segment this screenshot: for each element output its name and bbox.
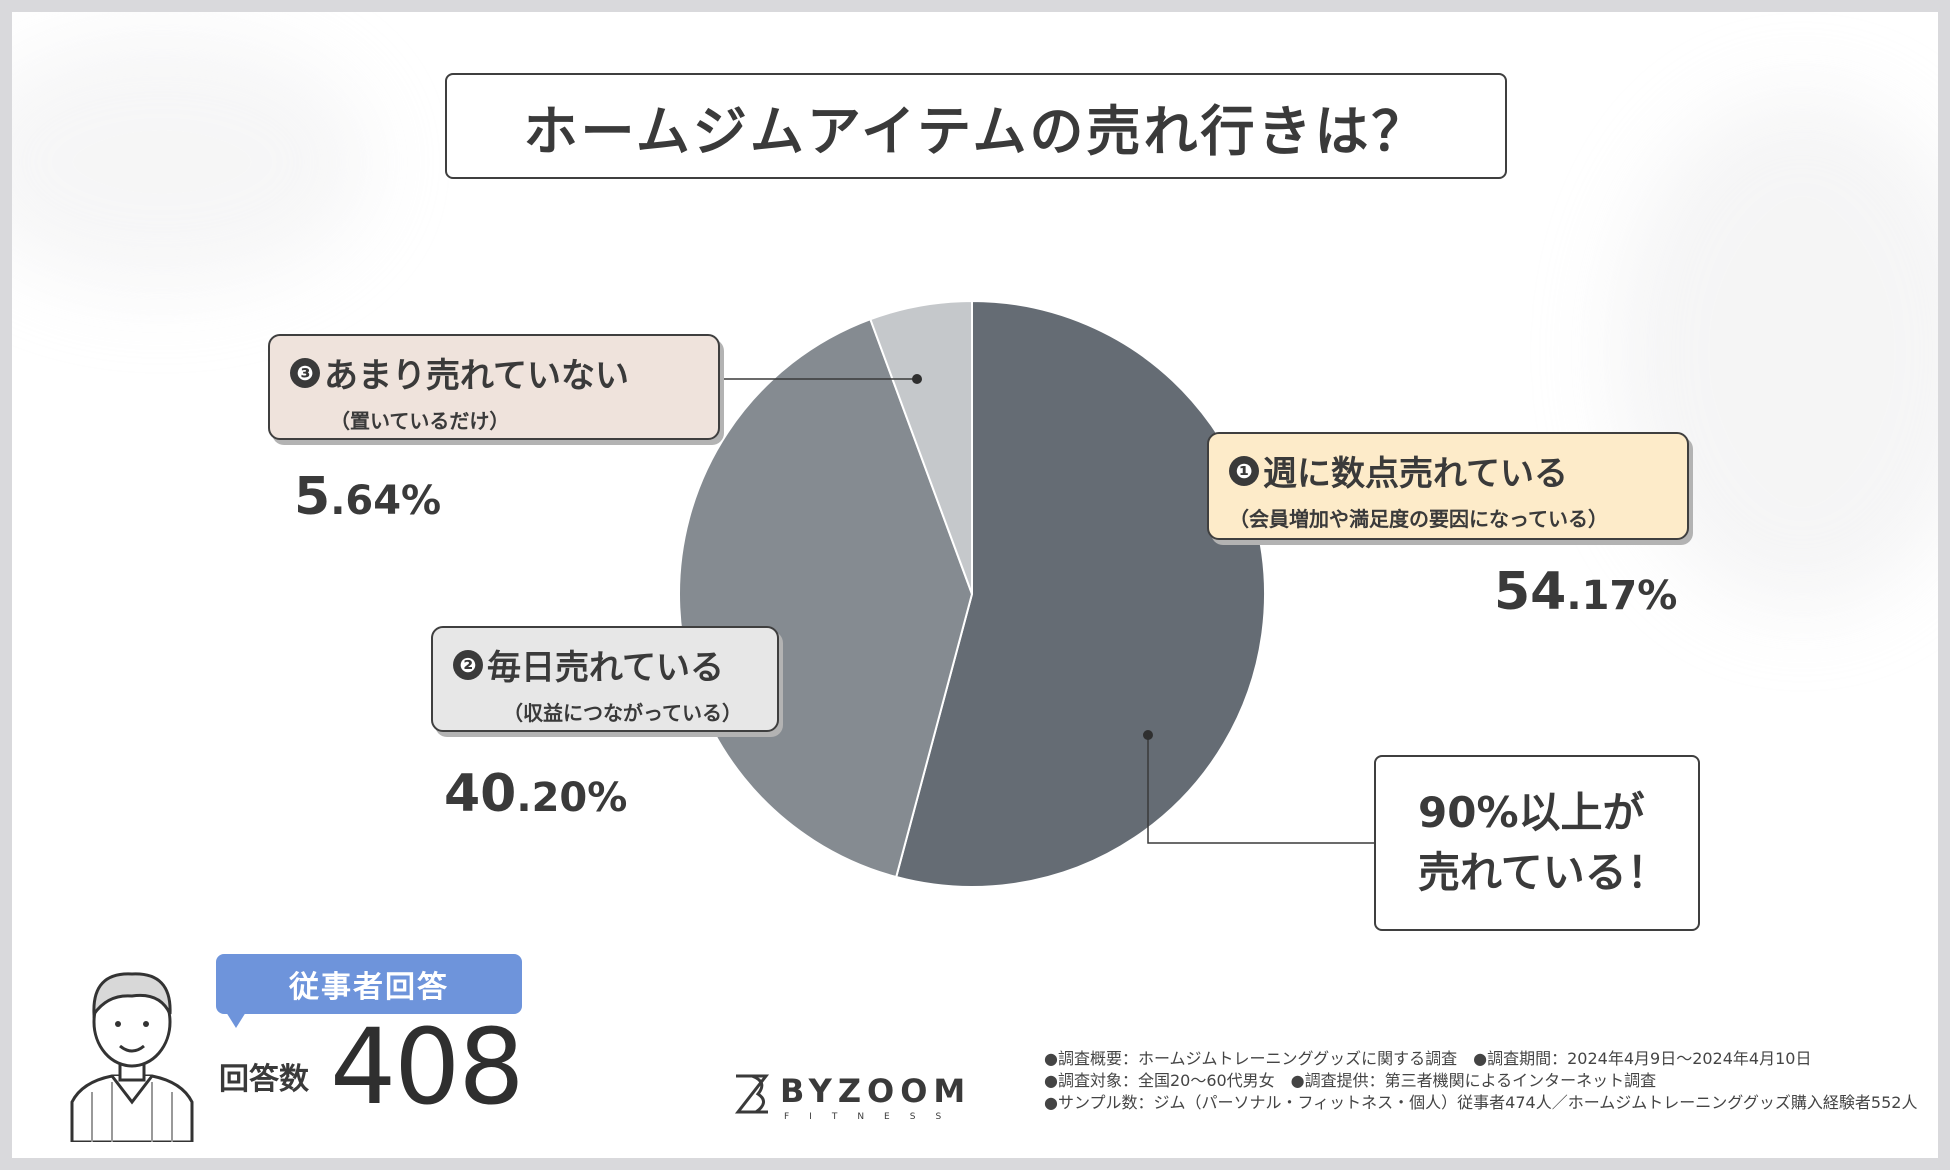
leader-dot	[912, 374, 922, 384]
slice-note: （会員増加や満足度の要因になっている）	[1229, 507, 1608, 531]
pie-slice-daily	[678, 317, 974, 879]
respondent-badge: 従事者回答	[216, 954, 522, 1014]
infographic-card: ホームジムアイテムの売れ行きは？ ❶ 週に数点売れている （会員増加や満足度の要因…	[12, 12, 1938, 1158]
badge-tail	[226, 1012, 246, 1028]
slice-note: （置いているだけ）	[330, 409, 510, 433]
brand-logo: BYZOOM FITNESS	[732, 1072, 965, 1122]
slice-value-rarely: 5.64%	[294, 467, 442, 527]
slice-label-rarely: ❸ あまり売れていない （置いているだけ）	[268, 334, 720, 440]
callout-line	[1147, 735, 1374, 844]
callout-line-1: 90%以上が	[1418, 788, 1645, 837]
logo-name: BYZOOM	[780, 1072, 972, 1110]
slice-note: （収益につながっている）	[503, 701, 742, 725]
survey-note-line: ●調査概要：ホームジムトレーニンググッズに関する調査 ●調査期間：2024年4月…	[1044, 1049, 1812, 1068]
pie-slice-rarely	[869, 299, 973, 595]
callout-dot	[1143, 730, 1153, 740]
person-icon	[70, 972, 194, 1142]
slice-label-weekly: ❶ 週に数点売れている （会員増加や満足度の要因になっている）	[1207, 432, 1689, 540]
slice-label-text: 毎日売れている	[487, 648, 724, 688]
survey-note-line: ●サンプル数：ジム（パーソナル・フィットネス・個人）従事者474人／ホームジムト…	[1044, 1093, 1918, 1112]
callout-line-2: 売れている！	[1418, 848, 1669, 897]
slice-value-weekly: 54.17%	[1494, 562, 1678, 622]
summary-callout: 90%以上が 売れている！	[1374, 755, 1700, 931]
slice-number-marker: ❸	[290, 357, 320, 388]
slice-number-marker: ❶	[1229, 455, 1259, 486]
survey-note-line: ●調査対象：全国20～60代男女 ●調査提供：第三者機関によるインターネット調査	[1044, 1071, 1657, 1090]
slice-label-text: 週に数点売れている	[1263, 454, 1568, 494]
response-count-label: 回答数	[219, 1062, 309, 1097]
pie-chart	[678, 299, 1374, 888]
slice-number-marker: ❷	[453, 649, 483, 680]
logo-mark-icon	[734, 1074, 770, 1114]
slice-label-text: あまり売れていない	[324, 356, 629, 396]
response-count: 408	[330, 1006, 525, 1128]
chart-title: ホームジムアイテムの売れ行きは？	[445, 73, 1507, 179]
pie-slice-weekly	[894, 299, 1266, 888]
slice-value-daily: 40.20%	[444, 764, 628, 824]
survey-notes: ●調査概要：ホームジムトレーニンググッズに関する調査 ●調査期間：2024年4月…	[1044, 1048, 1917, 1114]
logo-subtitle: FITNESS	[784, 1112, 962, 1122]
background-texture	[12, 32, 372, 292]
slice-label-daily: ❷ 毎日売れている （収益につながっている）	[431, 626, 779, 732]
